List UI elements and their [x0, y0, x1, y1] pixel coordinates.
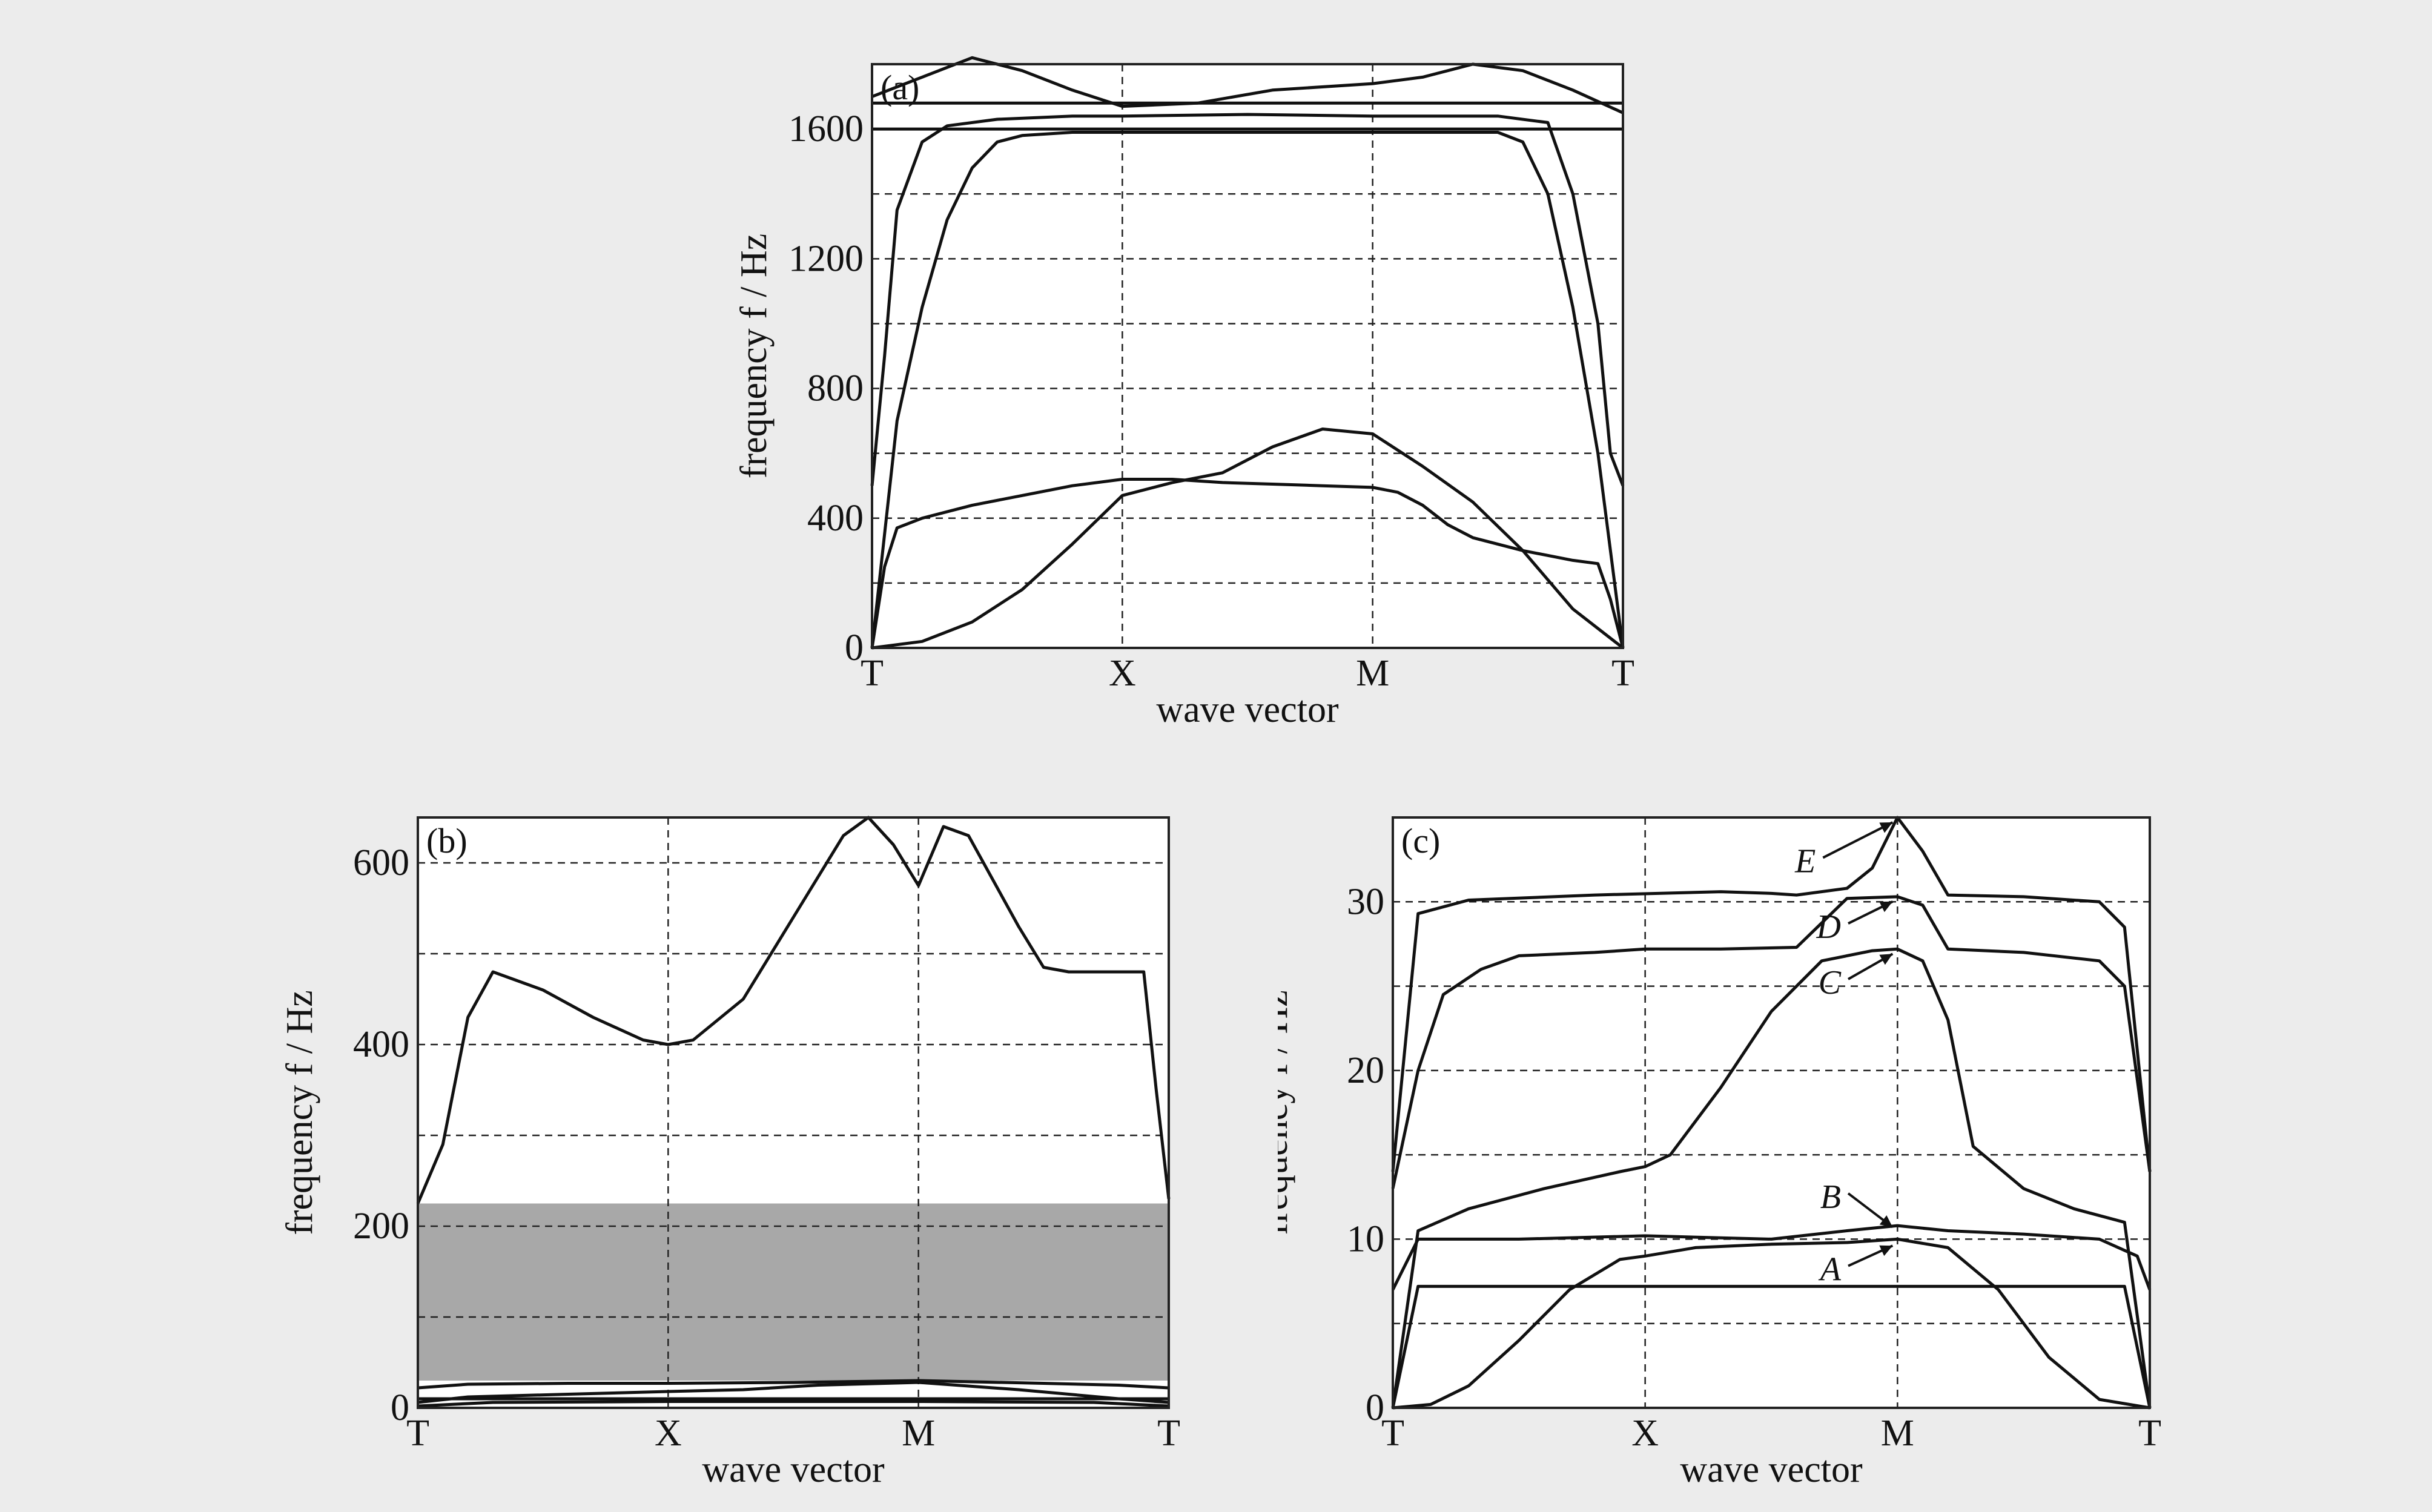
panel-label: (c)	[1401, 821, 1440, 860]
dispersion-curve-1	[871, 428, 1624, 650]
plot-frame	[1392, 816, 2151, 1409]
y-axis-label: frequency f / Hz	[279, 990, 320, 1235]
dispersion-curve-4	[417, 1400, 1169, 1408]
mode-label-A: A	[1818, 1251, 1842, 1289]
x-axis-label: wave vector	[1680, 1449, 1863, 1490]
x-tick-label: M	[1356, 653, 1389, 694]
x-tick-label: T	[1157, 1413, 1180, 1454]
y-tick-label: 1600	[788, 108, 864, 150]
annotation-arrowhead	[1879, 822, 1893, 833]
x-tick-label: T	[1381, 1413, 1404, 1454]
dispersion-curve-4	[870, 113, 1625, 487]
y-tick-label: 800	[807, 368, 864, 409]
y-tick-label: 10	[1347, 1218, 1384, 1259]
y-tick-label: 30	[1347, 881, 1384, 922]
x-axis-label: wave vector	[1156, 689, 1339, 730]
y-axis-label: frequency f / Hz	[733, 234, 775, 479]
band-gap-region	[418, 1203, 1169, 1381]
x-tick-label: T	[2138, 1413, 2161, 1454]
y-tick-label: 400	[807, 498, 864, 539]
y-tick-label: 0	[391, 1387, 409, 1428]
panel-label: (b)	[426, 821, 468, 860]
plot-frame	[417, 816, 1170, 1409]
x-tick-label: T	[406, 1413, 429, 1454]
dispersion-curve-6	[1391, 816, 2152, 1172]
dispersion-curve-1	[416, 816, 1171, 1204]
annotation-arrow	[1822, 821, 1894, 859]
x-tick-label: T	[1611, 653, 1634, 694]
x-tick-label: X	[1631, 1413, 1659, 1454]
dispersion-curve-5	[1391, 895, 2152, 1189]
dispersion-curve-3	[870, 131, 1625, 649]
x-tick-label: M	[1881, 1413, 1914, 1454]
y-tick-label: 200	[353, 1206, 409, 1247]
x-tick-label: X	[655, 1413, 682, 1454]
dispersion-curve-7	[871, 56, 1624, 114]
mode-label-E: E	[1794, 842, 1816, 880]
dispersion-curve-2	[870, 478, 1625, 649]
dispersion-curve-3	[1391, 1284, 2152, 1408]
mode-label-D: D	[1816, 908, 1841, 946]
x-tick-label: T	[861, 653, 884, 694]
y-tick-label: 0	[1366, 1387, 1384, 1428]
y-tick-label: 20	[1347, 1050, 1384, 1091]
x-tick-label: M	[902, 1413, 935, 1454]
x-tick-label: X	[1109, 653, 1136, 694]
y-tick-label: 1200	[788, 238, 864, 279]
dispersion-curve-1	[1392, 1237, 2150, 1410]
y-tick-label: 400	[353, 1024, 409, 1065]
y-axis-label: frequency f / Hz	[1278, 990, 1295, 1235]
mode-label-B: B	[1820, 1178, 1841, 1216]
x-axis-label: wave vector	[702, 1449, 885, 1490]
panel-label: (a)	[881, 68, 919, 107]
dispersion-curve-3	[417, 1381, 1169, 1404]
plot-area	[1393, 817, 2150, 1408]
dispersion-curve-2	[417, 1379, 1169, 1390]
dispersion-curve-2	[1391, 1224, 2152, 1291]
plot-area	[872, 64, 1623, 648]
annotation-arrowhead	[1879, 1245, 1893, 1256]
y-tick-label: 600	[353, 842, 409, 883]
dispersion-curve-4	[1391, 947, 2152, 1408]
plot-frame	[871, 63, 1624, 649]
mode-label-C: C	[1819, 964, 1842, 1002]
annotation-arrowhead	[1879, 1215, 1893, 1227]
y-tick-label: 0	[845, 627, 864, 669]
annotation-arrowhead	[1879, 954, 1893, 965]
annotation-arrowhead	[1879, 901, 1893, 913]
